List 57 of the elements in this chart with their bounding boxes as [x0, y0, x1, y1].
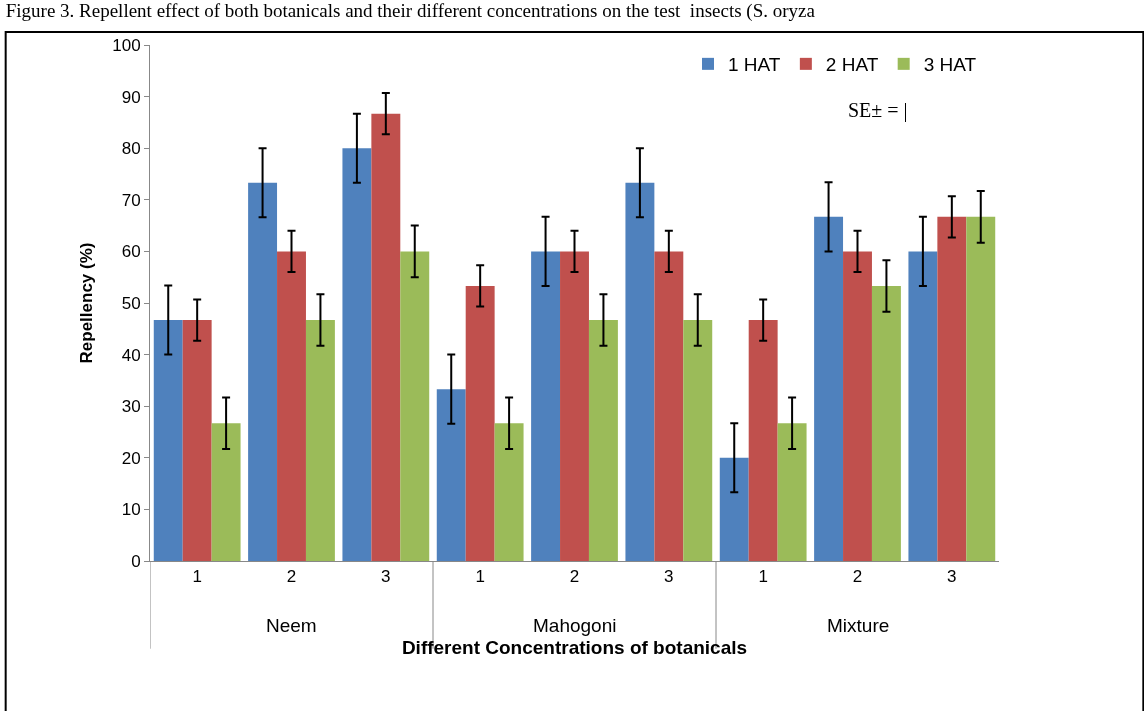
- text: Mahogoni: [533, 615, 617, 636]
- y-tick-label: 0: [131, 551, 141, 571]
- bar: [937, 216, 967, 561]
- bar: [531, 251, 561, 561]
- y-axis-title: Repellency (%): [76, 242, 96, 364]
- x-tick-label: 2: [286, 567, 297, 587]
- bar: [436, 389, 466, 561]
- bar: [560, 251, 589, 561]
- legend-label: 1 HAT: [728, 54, 781, 76]
- bar: [814, 216, 844, 561]
- x-tick-label: 1: [475, 567, 485, 587]
- bar: [748, 320, 778, 561]
- x-tick-label: 3: [381, 567, 391, 587]
- x-tick-label: 1: [192, 567, 202, 587]
- bar: [908, 251, 938, 561]
- bar: [342, 148, 372, 561]
- bar: [465, 285, 495, 561]
- bar: [625, 182, 655, 561]
- y-tick-label: 50: [121, 293, 141, 313]
- x-tick-label: 3: [664, 567, 674, 587]
- y-tick-label: 100: [112, 35, 141, 55]
- chart-title: Figure 3. Repellent effect of both botanicals and their different concentrations on the test insects (S. oryza: [5, 0, 816, 22]
- bar: [654, 251, 684, 561]
- bar: [211, 423, 241, 561]
- y-tick-label: 30: [121, 397, 141, 417]
- x-tick-label: 2: [569, 567, 580, 587]
- bar: [719, 457, 749, 561]
- y-tick-label: 40: [121, 345, 141, 365]
- bar: [400, 251, 430, 561]
- bar: [371, 113, 401, 561]
- x-tick-label: 2: [852, 567, 863, 587]
- bar: [494, 423, 524, 561]
- annotation: SE± = |: [848, 99, 908, 122]
- bar: [305, 320, 335, 561]
- legend-label: 2 HAT: [825, 54, 879, 76]
- bar: [683, 320, 713, 561]
- bar: [588, 320, 618, 561]
- bar: [182, 320, 212, 561]
- y-tick-label: 20: [121, 448, 141, 468]
- text: Mixture: [827, 615, 890, 636]
- bar: [843, 251, 872, 561]
- bar: [153, 320, 183, 561]
- text: Neem: [266, 615, 317, 636]
- bar: [966, 216, 996, 561]
- y-tick-label: 80: [121, 139, 141, 159]
- bar: [777, 423, 807, 561]
- bar: [871, 285, 901, 561]
- y-tick-label: 10: [121, 500, 141, 520]
- bar: [277, 251, 306, 561]
- x-axis-title: Different Concentrations of botanicals: [401, 637, 748, 659]
- bar: [248, 182, 278, 561]
- y-tick-label: 90: [121, 87, 141, 107]
- x-tick-label: 3: [947, 567, 957, 587]
- y-tick-label: 70: [121, 190, 141, 210]
- x-tick-label: 1: [758, 567, 768, 587]
- y-tick-label: 60: [121, 242, 141, 262]
- legend-label: 3 HAT: [923, 54, 977, 76]
